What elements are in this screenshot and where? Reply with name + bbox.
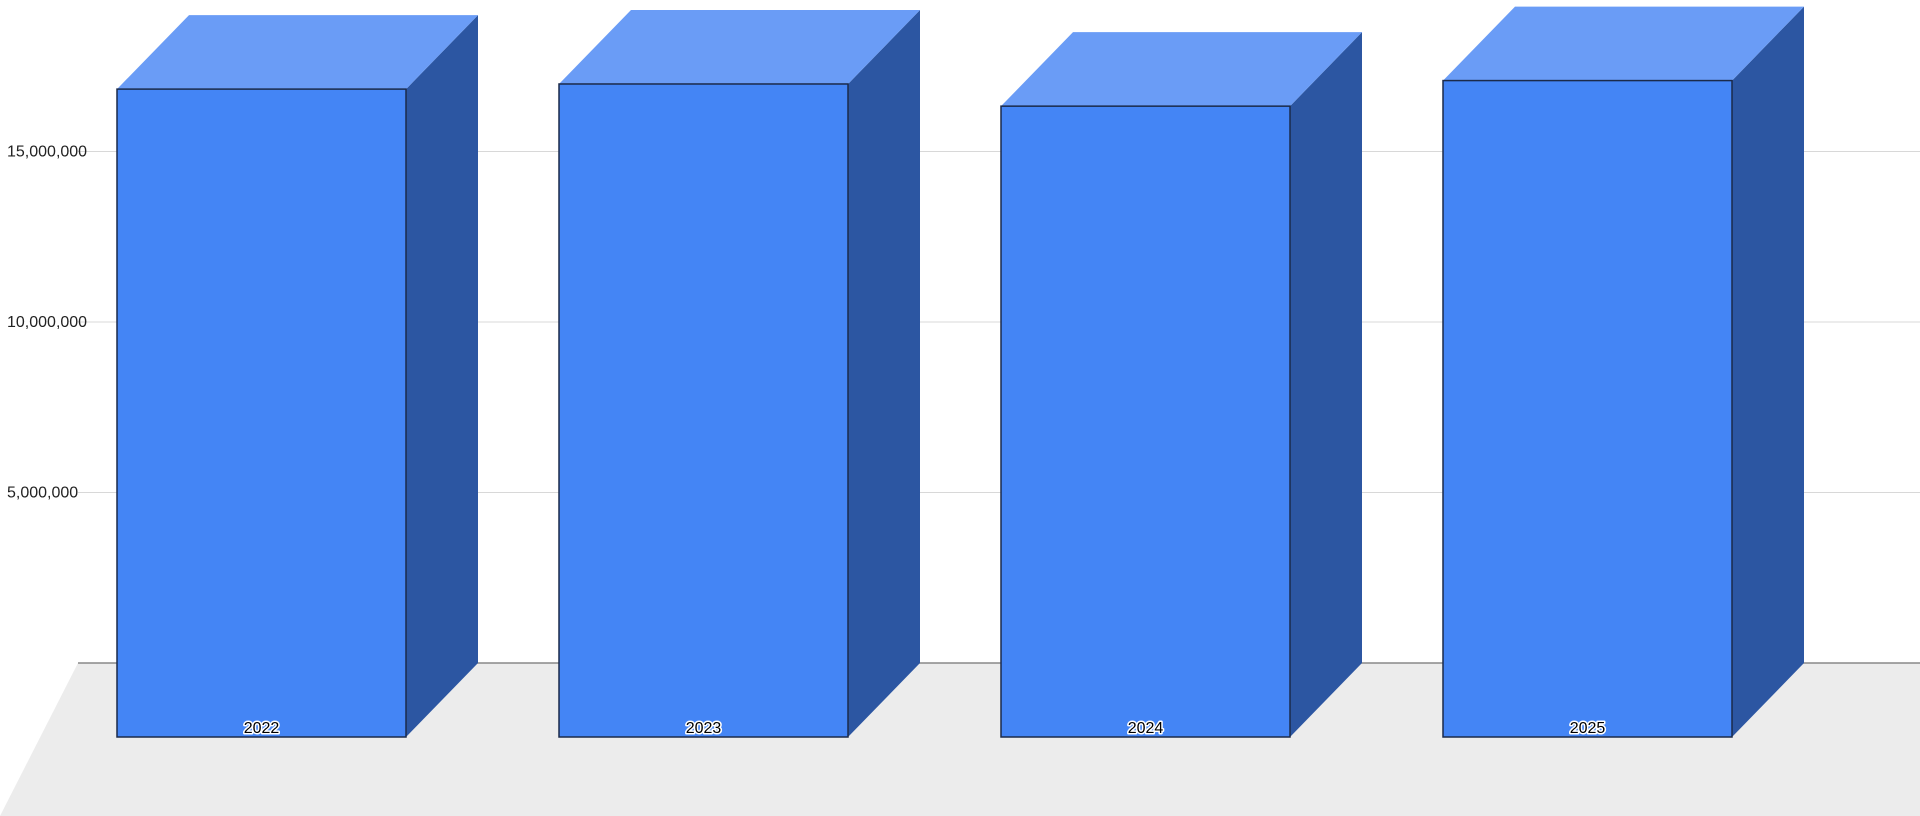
bar-top-face [1443,6,1804,81]
bar-front-face [1000,105,1291,738]
bar-front-face [116,88,407,738]
bar-top-face [559,9,920,84]
y-tick-label: 5,000,000 [7,485,78,502]
chart-floor [0,663,1920,816]
bars-layer [116,6,1804,738]
bar-front-face [1442,79,1733,738]
bar-side-face [848,9,920,738]
x-axis-tick-labels: 2022 2023 2024 2025 [242,719,1607,739]
bar-side-face [1732,6,1804,737]
bar-2023 [558,9,920,738]
y-tick-label: 15,000,000 [7,144,87,161]
bar-side-face [406,15,478,738]
x-tick-label: 2025 [1570,720,1606,737]
bar-2022 [116,15,478,738]
x-tick-label: 2024 [1128,720,1164,737]
bar-2024 [1000,32,1362,738]
x-tick-label: 2022 [244,720,280,737]
chart-floor-layer [0,663,1920,816]
bar-front-face [558,83,849,738]
x-tick-label: 2023 [686,720,722,737]
bar-2025 [1442,6,1804,738]
bar-top-face [1001,32,1362,107]
y-tick-label: 10,000,000 [7,314,87,331]
bar-top-face [117,15,478,90]
bar-side-face [1290,32,1362,737]
